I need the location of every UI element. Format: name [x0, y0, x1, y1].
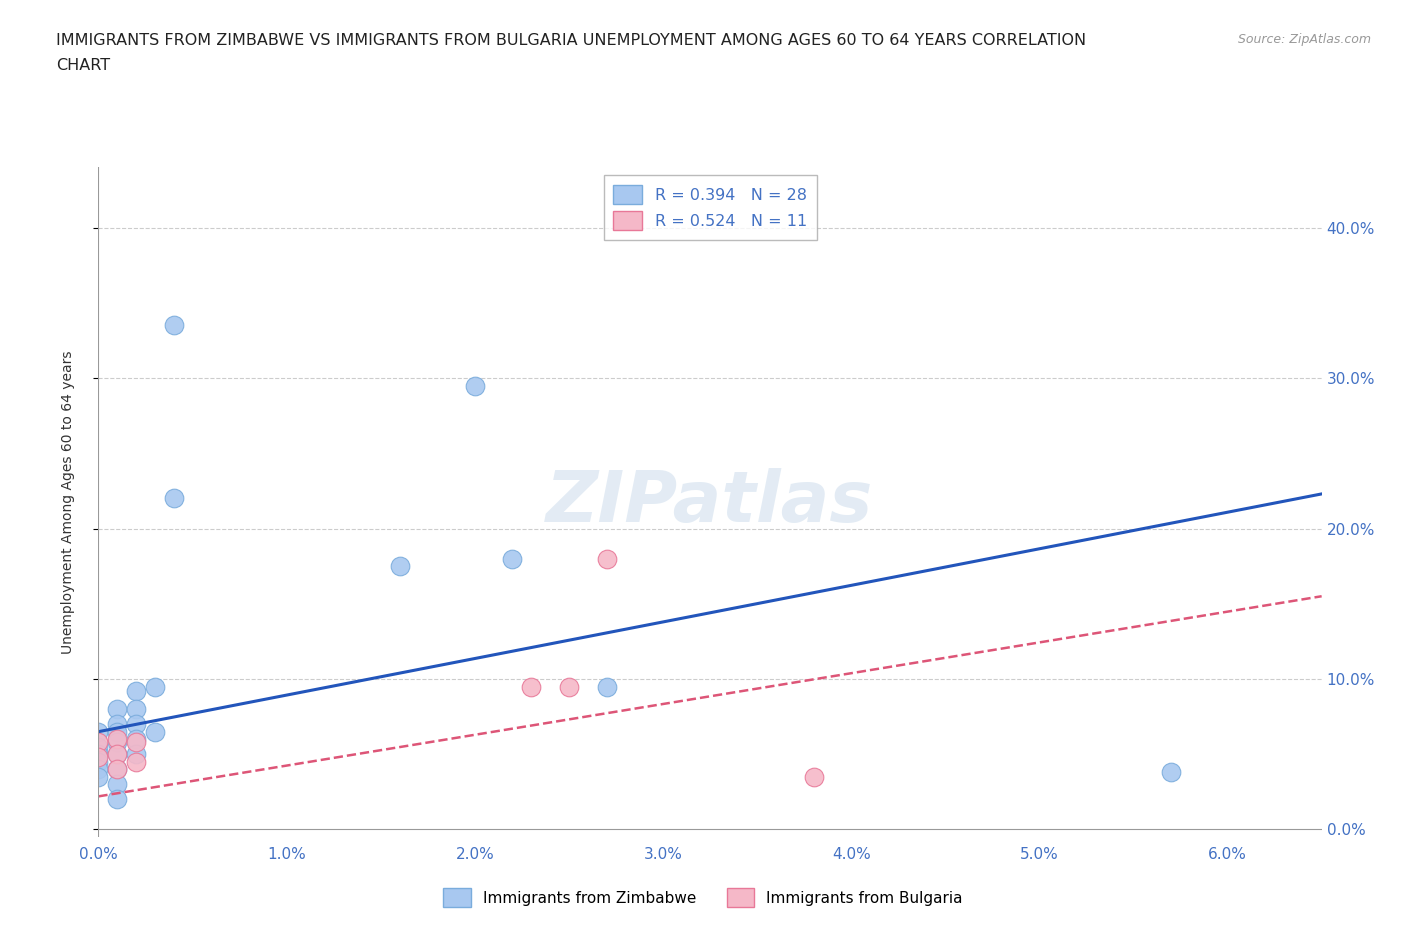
- Point: [803, 769, 825, 784]
- Point: [163, 491, 186, 506]
- Point: [105, 762, 128, 777]
- Point: [87, 735, 110, 750]
- Point: [105, 701, 128, 716]
- Text: IMMIGRANTS FROM ZIMBABWE VS IMMIGRANTS FROM BULGARIA UNEMPLOYMENT AMONG AGES 60 : IMMIGRANTS FROM ZIMBABWE VS IMMIGRANTS F…: [56, 33, 1087, 47]
- Point: [501, 551, 523, 566]
- Text: Source: ZipAtlas.com: Source: ZipAtlas.com: [1237, 33, 1371, 46]
- Point: [595, 551, 617, 566]
- Point: [125, 701, 148, 716]
- Point: [87, 739, 110, 754]
- Point: [87, 750, 110, 764]
- Y-axis label: Unemployment Among Ages 60 to 64 years: Unemployment Among Ages 60 to 64 years: [60, 351, 75, 654]
- Point: [105, 747, 128, 762]
- Text: CHART: CHART: [56, 58, 110, 73]
- Text: ZIPatlas: ZIPatlas: [547, 468, 873, 537]
- Point: [125, 747, 148, 762]
- Point: [520, 679, 543, 694]
- Point: [105, 717, 128, 732]
- Point: [1160, 764, 1182, 779]
- Point: [163, 318, 186, 333]
- Point: [125, 735, 148, 750]
- Point: [87, 747, 110, 762]
- Point: [87, 724, 110, 739]
- Point: [595, 679, 617, 694]
- Point: [105, 735, 128, 750]
- Legend: Immigrants from Zimbabwe, Immigrants from Bulgaria: Immigrants from Zimbabwe, Immigrants fro…: [437, 883, 969, 913]
- Point: [143, 724, 166, 739]
- Point: [105, 747, 128, 762]
- Point: [558, 679, 581, 694]
- Point: [105, 792, 128, 807]
- Point: [464, 379, 486, 393]
- Point: [143, 679, 166, 694]
- Point: [125, 717, 148, 732]
- Point: [125, 732, 148, 747]
- Point: [105, 732, 128, 747]
- Point: [125, 754, 148, 769]
- Point: [87, 754, 110, 769]
- Point: [125, 684, 148, 698]
- Point: [105, 762, 128, 777]
- Point: [105, 724, 128, 739]
- Legend: R = 0.394   N = 28, R = 0.524   N = 11: R = 0.394 N = 28, R = 0.524 N = 11: [603, 176, 817, 240]
- Point: [388, 559, 411, 574]
- Point: [87, 762, 110, 777]
- Point: [87, 769, 110, 784]
- Point: [105, 777, 128, 791]
